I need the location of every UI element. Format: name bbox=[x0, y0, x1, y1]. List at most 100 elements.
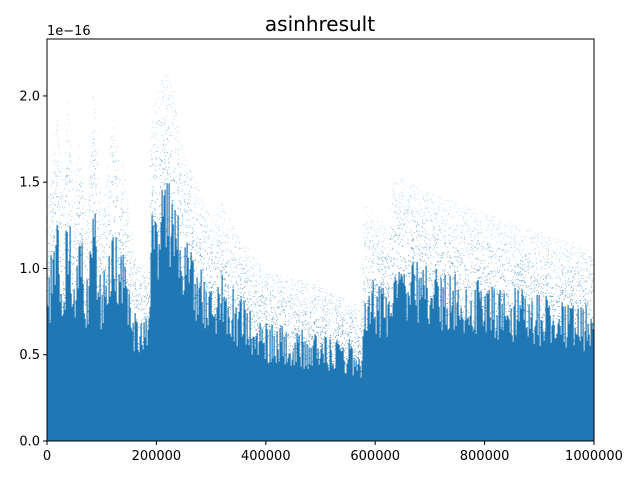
scatter-point bbox=[491, 229, 493, 231]
scatter-point bbox=[459, 255, 461, 257]
scatter-point bbox=[374, 235, 376, 237]
scatter-point bbox=[97, 164, 99, 166]
scatter-point bbox=[188, 258, 190, 260]
scatter-point bbox=[278, 296, 280, 298]
scatter-point bbox=[428, 211, 430, 213]
scatter-point bbox=[111, 155, 113, 157]
scatter-point bbox=[361, 315, 363, 317]
scatter-point bbox=[409, 188, 411, 190]
scatter-point bbox=[232, 238, 234, 240]
scatter-point bbox=[302, 300, 304, 302]
scatter-point bbox=[301, 290, 303, 292]
scatter-point-column bbox=[292, 351, 294, 441]
scatter-point bbox=[374, 294, 376, 296]
scatter-point bbox=[316, 331, 318, 333]
scatter-point bbox=[261, 320, 263, 322]
scatter-point bbox=[289, 284, 291, 286]
scatter-point bbox=[493, 288, 495, 290]
scatter-point bbox=[237, 284, 239, 286]
scatter-point bbox=[247, 278, 249, 280]
scatter-point bbox=[423, 240, 425, 242]
scatter-point bbox=[416, 231, 418, 233]
scatter-point bbox=[264, 340, 266, 342]
scatter-point bbox=[459, 214, 461, 216]
scatter-point bbox=[315, 320, 317, 322]
scatter-point bbox=[197, 301, 199, 303]
scatter-point bbox=[94, 172, 96, 174]
scatter-point bbox=[230, 312, 232, 314]
scatter-point-column bbox=[103, 270, 105, 441]
scatter-point bbox=[101, 275, 103, 277]
scatter-point bbox=[343, 319, 345, 321]
scatter-point bbox=[369, 308, 371, 310]
scatter-point bbox=[141, 298, 143, 300]
scatter-point bbox=[260, 301, 262, 303]
scatter-point bbox=[256, 285, 258, 287]
scatter-point bbox=[272, 336, 274, 338]
scatter-point bbox=[278, 281, 280, 283]
scatter-point bbox=[361, 324, 363, 326]
scatter-point bbox=[260, 299, 262, 301]
scatter-point-column bbox=[306, 344, 308, 441]
scatter-point bbox=[198, 190, 200, 192]
scatter-point bbox=[358, 337, 360, 339]
scatter-point bbox=[92, 151, 94, 153]
scatter-point bbox=[151, 193, 153, 195]
scatter-point bbox=[433, 256, 435, 258]
scatter-point-column bbox=[132, 322, 134, 441]
scatter-point-column bbox=[173, 256, 175, 441]
scatter-point bbox=[150, 206, 152, 208]
scatter-point bbox=[363, 281, 365, 283]
scatter-point-column bbox=[455, 326, 457, 441]
scatter-point bbox=[497, 294, 499, 296]
scatter-point bbox=[217, 213, 219, 215]
scatter-point bbox=[281, 303, 283, 305]
scatter-point bbox=[427, 234, 429, 236]
scatter-point-column bbox=[321, 343, 323, 441]
scatter-point bbox=[274, 309, 276, 311]
scatter-point bbox=[265, 273, 267, 275]
scatter-point bbox=[47, 212, 49, 214]
scatter-point bbox=[496, 249, 498, 251]
scatter-point bbox=[105, 214, 107, 216]
scatter-point bbox=[424, 236, 426, 238]
scatter-point-column bbox=[440, 278, 442, 441]
scatter-point bbox=[395, 234, 397, 236]
scatter-point bbox=[440, 274, 442, 276]
scatter-point bbox=[475, 250, 477, 252]
scatter-point bbox=[431, 220, 433, 222]
scatter-point bbox=[352, 324, 354, 326]
scatter-point bbox=[460, 231, 462, 233]
scatter-point bbox=[405, 209, 407, 211]
scatter-point bbox=[111, 195, 113, 197]
scatter-point bbox=[338, 328, 340, 330]
scatter-point bbox=[372, 252, 374, 254]
scatter-point bbox=[309, 317, 311, 319]
scatter-point bbox=[189, 219, 191, 221]
scatter-point bbox=[133, 264, 135, 266]
scatter-point bbox=[339, 300, 341, 302]
scatter-point bbox=[55, 133, 57, 135]
scatter-point bbox=[433, 229, 435, 231]
scatter-point bbox=[495, 328, 497, 330]
scatter-point bbox=[403, 209, 405, 211]
scatter-point bbox=[252, 336, 254, 338]
scatter-point bbox=[164, 162, 166, 164]
scatter-point bbox=[387, 275, 389, 277]
scatter-point bbox=[86, 248, 88, 250]
scatter-point-column bbox=[214, 314, 216, 441]
scatter-point bbox=[457, 250, 459, 252]
scatter-point bbox=[414, 277, 416, 279]
scatter-point bbox=[149, 257, 151, 259]
scatter-point bbox=[405, 209, 407, 211]
scatter-point bbox=[253, 274, 255, 276]
scatter-point bbox=[135, 272, 137, 274]
scatter-point-column bbox=[328, 370, 330, 441]
scatter-point bbox=[272, 356, 274, 358]
scatter-point bbox=[315, 299, 317, 301]
scatter-point bbox=[173, 252, 175, 254]
scatter-point bbox=[494, 320, 496, 322]
scatter-point bbox=[412, 239, 414, 241]
scatter-point bbox=[413, 220, 415, 222]
scatter-point bbox=[125, 242, 127, 244]
